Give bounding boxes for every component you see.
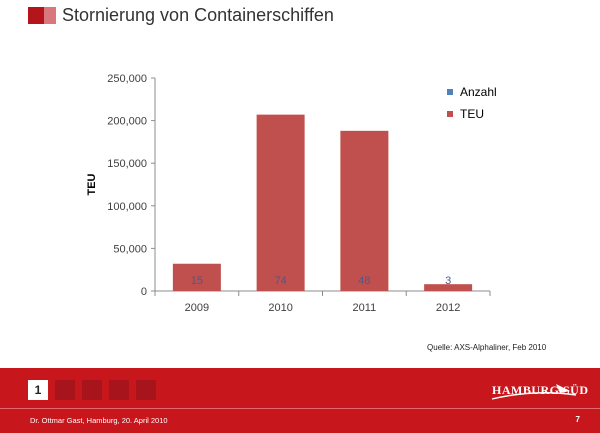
logo-text: HAMBURG SÜD <box>492 383 589 397</box>
page-indicator[interactable] <box>55 380 75 400</box>
page-indicator[interactable] <box>82 380 102 400</box>
x-tick-label: 2012 <box>436 302 460 314</box>
y-tick-label: 200,000 <box>107 116 147 128</box>
x-tick-label: 2009 <box>185 302 209 314</box>
y-tick-label: 250,000 <box>107 73 147 85</box>
title-accent-dark <box>28 7 44 24</box>
legend-swatch <box>447 89 453 95</box>
data-label-anzahl: 3 <box>445 275 451 287</box>
data-label-anzahl: 48 <box>358 275 370 287</box>
page-number: 7 <box>575 415 580 424</box>
y-tick-label: 100,000 <box>107 201 147 213</box>
page-indicator[interactable] <box>109 380 129 400</box>
bar-teu <box>256 114 305 291</box>
page-indicator-current[interactable]: 1 <box>28 380 48 400</box>
footer-band: 1 HAMBURG SÜD Dr. Ottmar Gast, Hamburg, … <box>0 368 600 433</box>
source-note: Quelle: AXS-Alphaliner, Feb 2010 <box>427 343 547 352</box>
hamburg-sued-logo: HAMBURG SÜD <box>490 381 588 403</box>
y-tick-label: 0 <box>141 286 147 298</box>
swoosh-icon <box>491 384 577 400</box>
footer-text: Dr. Ottmar Gast, Hamburg, 20. April 2010 <box>30 416 168 425</box>
y-tick-label: 150,000 <box>107 158 147 170</box>
legend-label: TEU <box>460 107 484 121</box>
x-tick-label: 2010 <box>268 302 292 314</box>
bar-chart: 0 50,000 100,000 150,000 200,000 250,000 TEU 20… <box>86 73 497 314</box>
page-indicator[interactable] <box>136 380 156 400</box>
footer-divider <box>0 408 600 409</box>
x-tick-label: 2011 <box>353 302 377 314</box>
legend-swatch <box>447 111 453 117</box>
y-tick-label: 50,000 <box>113 243 147 255</box>
title-accent-light <box>44 7 56 24</box>
y-axis-label: TEU <box>86 173 98 195</box>
bar-teu <box>340 130 389 291</box>
title-bar: Stornierung von Containerschiffen <box>0 0 600 34</box>
bar-teu <box>172 263 221 291</box>
data-label-anzahl: 15 <box>191 275 203 287</box>
legend-label: Anzahl <box>460 85 497 99</box>
bar-teu <box>424 284 473 291</box>
page-title: Stornierung von Containerschiffen <box>62 5 334 25</box>
data-label-anzahl: 74 <box>275 275 287 287</box>
